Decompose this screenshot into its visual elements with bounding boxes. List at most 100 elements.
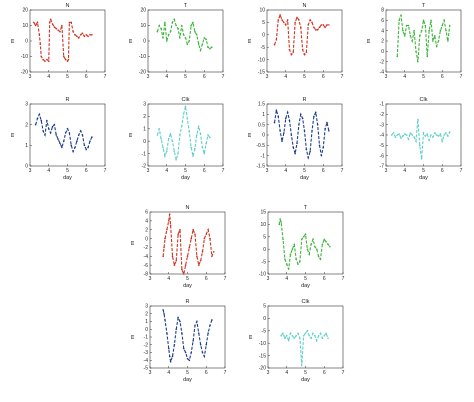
chart-panel-8: 3 4 5 6 7 -7 -6 -5 -4 -3 -2 -1 Clk day <box>380 97 463 181</box>
y-tick-label: 1 <box>262 112 265 118</box>
data-point <box>36 117 39 120</box>
chart-panel-12: 3 4 5 6 7 -20 -15 -10 -5 0 5 Clk day m <box>248 299 345 383</box>
data-point <box>305 148 308 151</box>
data-point <box>83 144 86 147</box>
y-tick-label: 10 <box>22 23 28 29</box>
x-tick-label: 7 <box>341 168 344 174</box>
data-point <box>203 237 206 240</box>
x-tick-label: 5 <box>186 370 189 376</box>
data-point <box>194 233 196 235</box>
data-point <box>48 21 51 24</box>
data-point <box>79 34 82 36</box>
data-point <box>289 253 292 255</box>
data-point <box>288 119 291 122</box>
data-point <box>443 19 445 22</box>
y-tick-label: 1 <box>143 127 146 133</box>
data-point <box>205 142 207 145</box>
data-point <box>432 40 434 42</box>
y-tick-label: -7 <box>380 164 385 170</box>
data-point <box>291 248 294 250</box>
data-point <box>301 48 304 51</box>
data-point <box>327 243 329 246</box>
y-tick-label: 2 <box>381 39 384 45</box>
data-point <box>40 55 43 58</box>
data-point <box>282 332 284 335</box>
data-point <box>59 30 61 33</box>
x-axis-label: day <box>300 175 309 181</box>
data-point <box>417 118 419 121</box>
chart-title: T <box>422 3 426 9</box>
data-point <box>319 258 322 260</box>
data-point <box>210 46 213 48</box>
y-axis-label: m <box>130 334 136 339</box>
data-point <box>44 134 46 136</box>
data-point <box>39 43 42 45</box>
chart-title: T <box>304 205 308 211</box>
x-tick-label: 4 <box>285 276 288 282</box>
data-point <box>445 29 447 32</box>
data-point <box>64 132 67 134</box>
data-point <box>403 35 406 37</box>
y-axis-label: m <box>128 38 134 43</box>
data-point <box>165 40 168 42</box>
data-point <box>418 144 421 147</box>
data-point <box>192 340 194 342</box>
data-point <box>190 24 192 27</box>
y-tick-label: -5 <box>144 366 149 372</box>
data-point <box>175 24 177 27</box>
y-tick-label: -5 <box>261 45 266 51</box>
data-point <box>167 34 170 36</box>
data-point <box>49 18 52 21</box>
data-point <box>167 137 170 140</box>
data-point <box>309 19 311 21</box>
data-point <box>186 118 189 120</box>
data-point <box>437 40 440 42</box>
data-point <box>309 150 311 153</box>
data-point <box>403 133 406 135</box>
x-tick-label: 6 <box>85 74 88 80</box>
data-point <box>182 34 185 36</box>
data-point <box>201 351 204 354</box>
data-point <box>413 136 415 138</box>
data-point <box>405 134 408 136</box>
data-point <box>281 140 283 142</box>
x-tick-label: 4 <box>167 276 170 282</box>
y-tick-label: -3 <box>380 122 385 128</box>
data-point <box>299 26 302 29</box>
data-point <box>445 132 447 134</box>
data-point <box>162 146 164 149</box>
data-point <box>179 228 181 231</box>
data-point <box>324 26 326 29</box>
data-point <box>279 218 281 221</box>
data-point <box>173 18 176 21</box>
data-point <box>281 19 283 21</box>
data-point <box>420 157 423 160</box>
data-point <box>289 332 292 335</box>
y-tick-label: -1 <box>380 102 385 108</box>
data-point <box>74 34 76 36</box>
data-point <box>32 21 35 24</box>
data-point <box>287 268 290 270</box>
data-point <box>195 134 198 136</box>
x-tick-label: 3 <box>149 276 152 282</box>
data-point <box>411 40 414 42</box>
data-point <box>166 228 168 231</box>
data-point <box>186 357 189 360</box>
x-tick-label: 3 <box>29 74 32 80</box>
data-point <box>182 273 185 275</box>
y-tick-label: -15 <box>258 70 265 76</box>
x-tick-label: 3 <box>385 74 388 80</box>
data-point <box>437 135 440 137</box>
x-tick-label: 4 <box>167 370 170 376</box>
data-point <box>70 21 73 24</box>
x-tick-label: 3 <box>266 74 269 80</box>
y-tick-label: 1.5 <box>258 102 265 108</box>
chart-title: Clk <box>182 97 190 103</box>
chart-title: R <box>303 97 307 103</box>
data-point <box>432 136 434 138</box>
data-point <box>417 60 419 63</box>
data-point <box>209 136 211 139</box>
y-tick-label: -20 <box>139 70 146 76</box>
y-tick-label: -15 <box>259 353 266 359</box>
